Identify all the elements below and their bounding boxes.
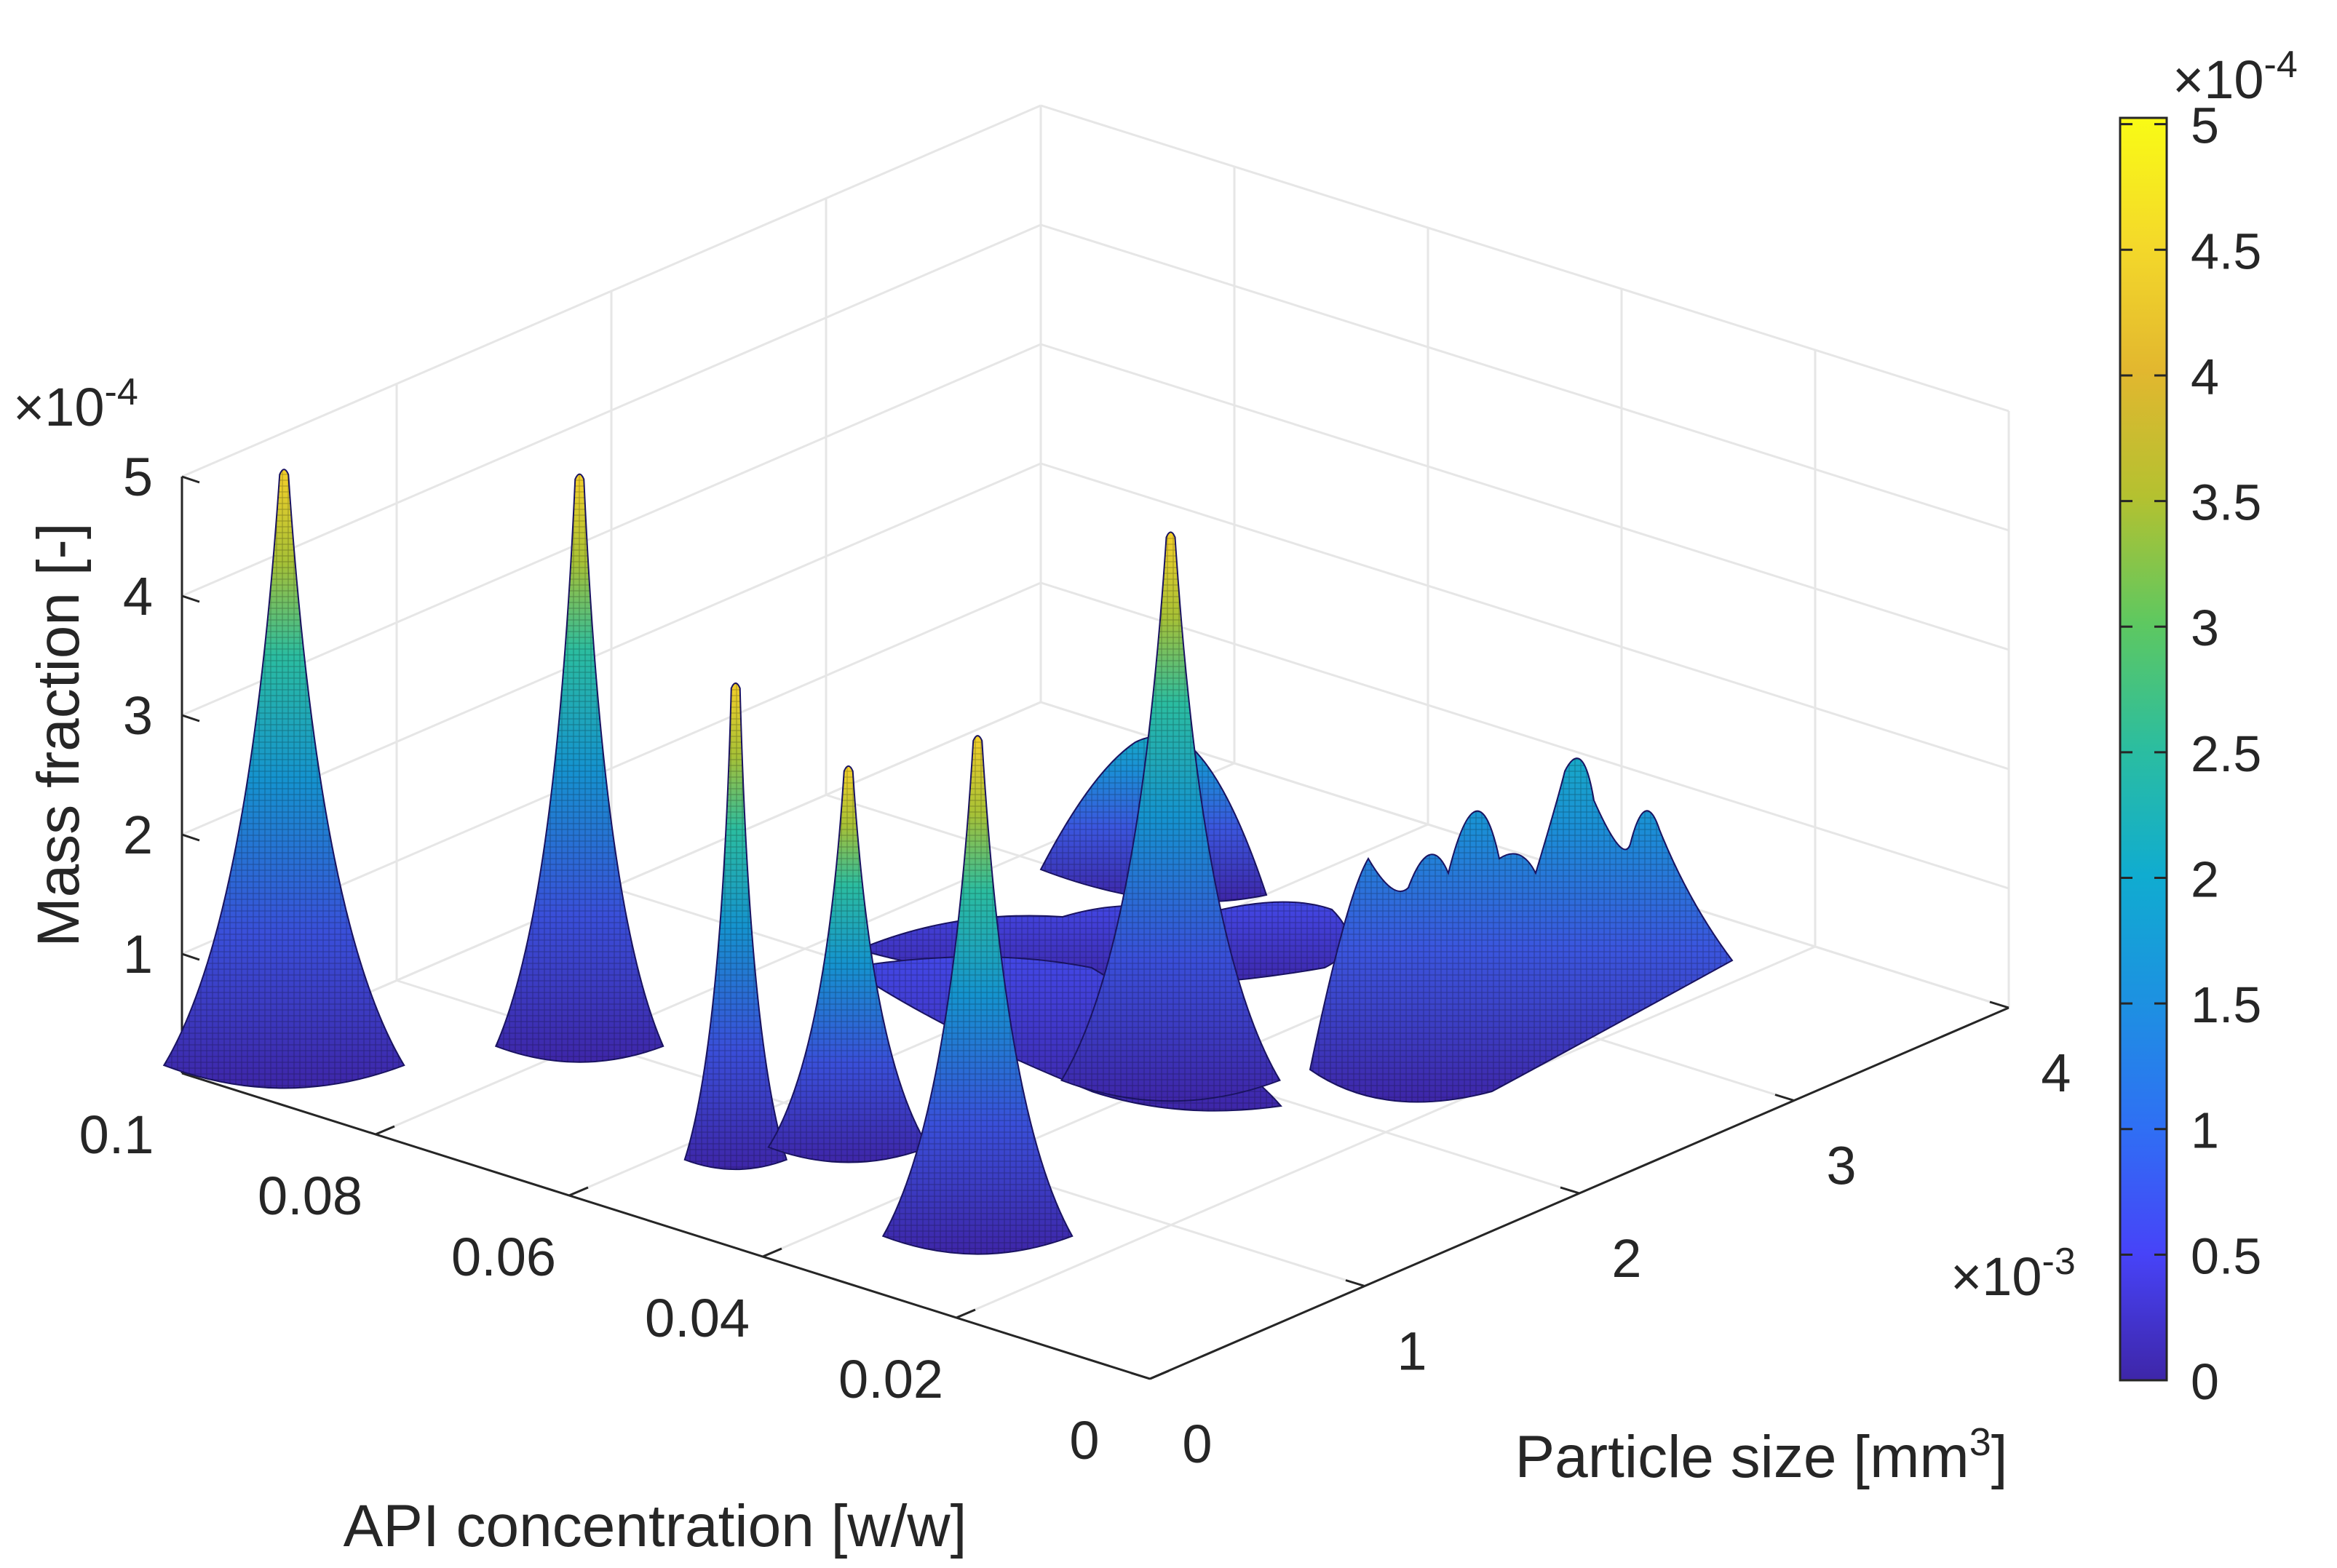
x-tick [1149, 1369, 1170, 1380]
z-multiplier-exponent: -4 [105, 371, 138, 413]
z-tick-label: 3 [123, 685, 153, 746]
y-tick-label: 3 [1826, 1136, 1856, 1196]
x-tick-label: 0 [1069, 1410, 1099, 1471]
y-tick-label: 2 [1611, 1228, 1641, 1289]
axes-grid [180, 104, 2010, 1380]
colorbar-tick-label: 1.5 [2191, 976, 2261, 1033]
y-tick [1130, 1372, 1151, 1380]
peak-surface-mesh [496, 474, 664, 1062]
peak-surface-mesh [684, 682, 787, 1170]
y-multiplier: ×10-3 [1951, 1241, 2076, 1307]
colorbar-tick-label: 4 [2191, 349, 2219, 405]
z-tick-label: 1 [123, 924, 153, 984]
axis-labels: 0 0.02 0.04 0.06 0.08 0.1 0 1 2 3 4 1 2 3 4 5 API concen… [13, 44, 2298, 1559]
x-tick-label: 0.1 [79, 1105, 154, 1165]
x-tick-label: 0.06 [451, 1227, 556, 1287]
x-tick [762, 1247, 782, 1258]
colorbar-tick-label: 2.5 [2191, 725, 2261, 782]
x-axis-title: API concentration [w/w] [344, 1493, 967, 1559]
peak-surface-mesh [1061, 532, 1280, 1102]
colorbar [2119, 116, 2168, 1382]
colorbar-multiplier-exponent: -4 [2264, 44, 2298, 86]
left-wall-grid-z [181, 223, 1041, 597]
x-tick-label: 0.02 [838, 1349, 943, 1409]
colorbar-tick-label: 0.5 [2191, 1227, 2261, 1284]
colorbar-ticks: 0 0.5 1 1.5 2 2.5 3 3.5 4 4.5 5 [2120, 97, 2261, 1410]
axes-frame [180, 475, 2009, 1380]
colorbar-tick-label: 4.5 [2191, 223, 2261, 279]
z-tick [181, 594, 200, 603]
colorbar-tick-label: 3.5 [2191, 474, 2261, 531]
y-tick [1774, 1094, 1795, 1102]
colorbar-tick-label: 0 [2191, 1353, 2219, 1410]
back-wall-grid-z [1040, 581, 2009, 890]
z-tick-label: 5 [123, 447, 153, 507]
left-wall-grid-z [181, 343, 1041, 717]
peak-surface-mesh [768, 765, 929, 1163]
z-tick [181, 952, 200, 961]
z-tick [181, 833, 200, 842]
back-wall-grid-z [1040, 223, 2009, 532]
x-tick [375, 1125, 395, 1136]
x-tick [568, 1186, 589, 1197]
back-wall-grid-z [1040, 462, 2009, 771]
y-axis-title: Particle size [mm3] [1515, 1420, 2007, 1490]
x-tick [956, 1308, 976, 1319]
y-axis-title-end: ] [1991, 1424, 2008, 1490]
y-tick-label: 1 [1397, 1321, 1427, 1382]
back-wall-grid-z [1040, 701, 2009, 1009]
y-tick [1560, 1186, 1580, 1195]
x-tick-label: 0.08 [258, 1166, 362, 1226]
colorbar-tick-label: 2 [2191, 851, 2219, 907]
z-tick-label: 4 [123, 566, 153, 626]
y-tick-label: 4 [2041, 1043, 2071, 1103]
z-multiplier: ×10-4 [13, 371, 138, 437]
peak-surface-mesh [164, 469, 405, 1089]
colorbar-tick-label: 5 [2191, 97, 2219, 154]
peak-surface-mesh [883, 736, 1073, 1254]
x-axis-line [181, 1072, 1151, 1380]
ridge-cluster-mesh [1310, 758, 1732, 1102]
y-axis-title-superscript: 3 [1969, 1420, 1991, 1464]
z-tick [181, 714, 200, 723]
z-axis-title: Mass fraction [-] [25, 522, 92, 947]
z-tick-label: 2 [123, 805, 153, 865]
y-multiplier-exponent: -3 [2042, 1241, 2076, 1283]
surface-plot [162, 469, 1734, 1255]
colorbar-tick-label: 3 [2191, 600, 2219, 656]
y-tick [1345, 1279, 1365, 1287]
y-tick-label: 0 [1182, 1414, 1212, 1474]
left-wall-grid-z [181, 462, 1041, 836]
back-wall-grid-z [1040, 104, 2009, 413]
z-tick [181, 475, 200, 484]
left-wall-grid-z [181, 104, 1041, 478]
x-tick-label: 0.04 [645, 1288, 750, 1348]
y-tick [1989, 1000, 2009, 1009]
colorbar-tick-label: 1 [2191, 1102, 2219, 1159]
back-wall-grid-z [1040, 343, 2009, 651]
